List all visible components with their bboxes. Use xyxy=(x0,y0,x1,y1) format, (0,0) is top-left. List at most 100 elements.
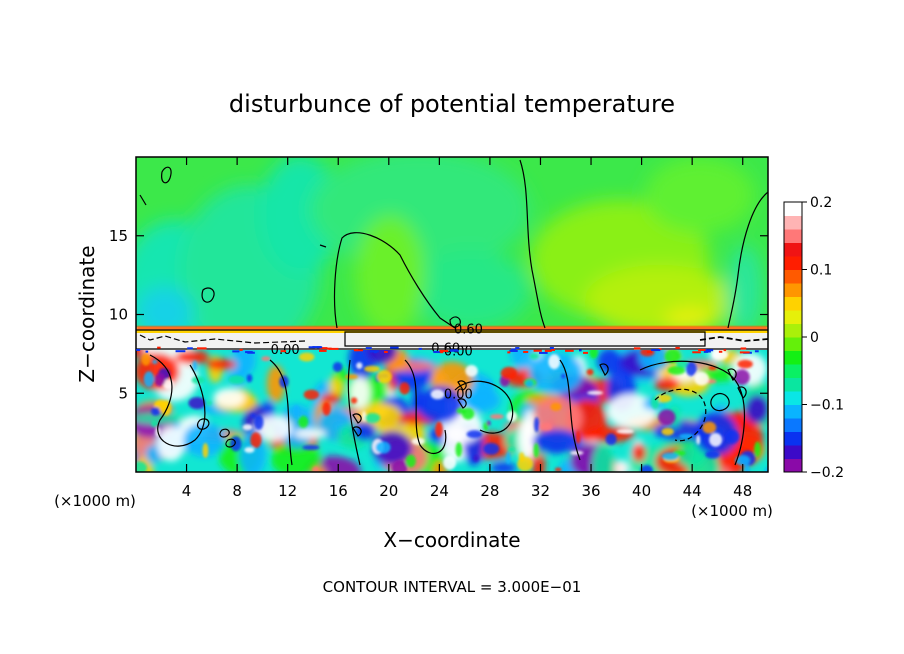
turbulence-patch xyxy=(230,436,242,452)
y-tick-label: 15 xyxy=(109,227,128,245)
shear-speckle xyxy=(544,349,552,352)
colorbar-tick-label: 0.2 xyxy=(810,195,832,211)
turbulence-patch xyxy=(465,365,478,377)
turbulence-patch xyxy=(399,382,410,395)
turbulence-patch xyxy=(188,397,206,410)
turbulence-patch xyxy=(517,456,533,472)
turbulence-patch xyxy=(597,350,622,374)
turbulence-patch xyxy=(764,466,768,472)
shear-speckle xyxy=(754,350,759,353)
turbulence-patch xyxy=(246,374,253,383)
contour-label: 0.00 xyxy=(444,345,473,360)
turbulence-patch xyxy=(157,425,186,462)
shear-speckle xyxy=(740,347,747,350)
shear-speckle xyxy=(507,351,511,354)
y-tick-label: 10 xyxy=(109,306,128,324)
turbulence-patch xyxy=(443,455,457,470)
contour-label: 0.60 xyxy=(454,323,483,338)
shear-speckle xyxy=(578,349,582,352)
colorbar-swatch xyxy=(784,445,802,459)
colorbar-swatch xyxy=(784,229,802,243)
turbulence-patch xyxy=(534,417,540,433)
shear-speckle xyxy=(354,349,363,352)
colorbar-swatch xyxy=(784,256,802,270)
turbulence-patch xyxy=(352,421,376,441)
turbulence-patch xyxy=(303,389,320,400)
shear-speckle xyxy=(533,349,542,352)
turbulence-patch xyxy=(533,443,539,458)
turbulence-patch xyxy=(202,443,209,458)
shear-speckle xyxy=(515,347,520,350)
x-tick-label: 16 xyxy=(329,482,348,500)
heatmap-field xyxy=(136,157,768,472)
turbulence-patch xyxy=(136,461,148,472)
colorbar-swatch xyxy=(784,431,802,446)
turbulence-patch xyxy=(292,405,300,419)
turbulence-patch xyxy=(575,430,581,444)
shear-speckle xyxy=(280,350,287,353)
turbulence-patch xyxy=(462,387,501,413)
x-tick-label: 32 xyxy=(531,482,550,500)
x-tick-label: 20 xyxy=(379,482,398,500)
shear-speckle xyxy=(319,349,327,352)
colorbar-swatch xyxy=(784,377,802,392)
colorbar-swatch xyxy=(784,202,802,216)
turbulence-patch xyxy=(435,421,443,438)
turbulence-patch xyxy=(363,365,380,373)
shear-speckle xyxy=(316,346,323,349)
colorbar-swatch xyxy=(784,391,802,405)
turbulence-patch xyxy=(631,443,646,462)
turbulence-patch xyxy=(455,442,463,458)
turbulence-patch xyxy=(141,353,151,366)
contour-label: 0.00 xyxy=(444,387,473,402)
chart-title: disturbunce of potential temperature xyxy=(229,90,675,118)
colorbar-swatch xyxy=(784,296,802,311)
colorbar-swatch xyxy=(784,283,802,297)
turbulence-patch xyxy=(525,380,534,388)
x-tick-label: 12 xyxy=(278,482,297,500)
shear-speckle xyxy=(703,350,709,353)
turbulence-patch xyxy=(540,423,553,431)
shear-speckle xyxy=(232,350,240,353)
turbulence-patch xyxy=(192,360,198,372)
x-axis-label: X−coordinate xyxy=(383,528,520,552)
turbulence-patch xyxy=(664,350,681,364)
turbulence-patch xyxy=(589,350,599,359)
shear-speckle xyxy=(538,351,548,354)
shear-speckle xyxy=(365,347,372,350)
shear-speckle xyxy=(675,346,680,349)
colorbar-swatch xyxy=(784,269,802,284)
turbulence-patch xyxy=(154,373,166,387)
turbulence-patch xyxy=(312,466,320,472)
shear-speckle xyxy=(145,350,149,353)
shear-speckle xyxy=(698,348,707,351)
shear-speckle xyxy=(549,347,554,350)
turbulence-patch xyxy=(213,387,245,408)
shear-speckle xyxy=(157,346,161,349)
turbulence-patch xyxy=(744,463,750,472)
turbulence-patch xyxy=(150,420,159,428)
shear-speckle xyxy=(239,348,243,351)
turbulence-patch xyxy=(667,365,686,375)
turbulence-patch xyxy=(349,376,371,410)
turbulence-patch xyxy=(250,413,256,418)
colorbar-swatch xyxy=(784,364,802,378)
turbulence-patch xyxy=(528,352,584,394)
shear-speckle xyxy=(439,349,449,352)
turbulence-patch xyxy=(737,359,753,369)
turbulence-patch xyxy=(136,413,184,424)
shear-speckle xyxy=(651,349,661,352)
turbulence-patch xyxy=(405,454,416,468)
turbulence-patch xyxy=(500,366,518,380)
x-tick-label: 28 xyxy=(480,482,499,500)
shear-speckle xyxy=(390,346,399,349)
turbulence-patch xyxy=(183,422,226,458)
turbulence-patch xyxy=(654,376,680,392)
turbulence-patch xyxy=(550,402,562,411)
turbulence-patch xyxy=(250,432,262,449)
turbulence-patch xyxy=(754,441,761,458)
turbulence-patch xyxy=(293,428,327,439)
turbulence-patch xyxy=(461,407,475,420)
turbulence-patch xyxy=(685,361,697,377)
y-tick-label: 5 xyxy=(118,384,128,402)
